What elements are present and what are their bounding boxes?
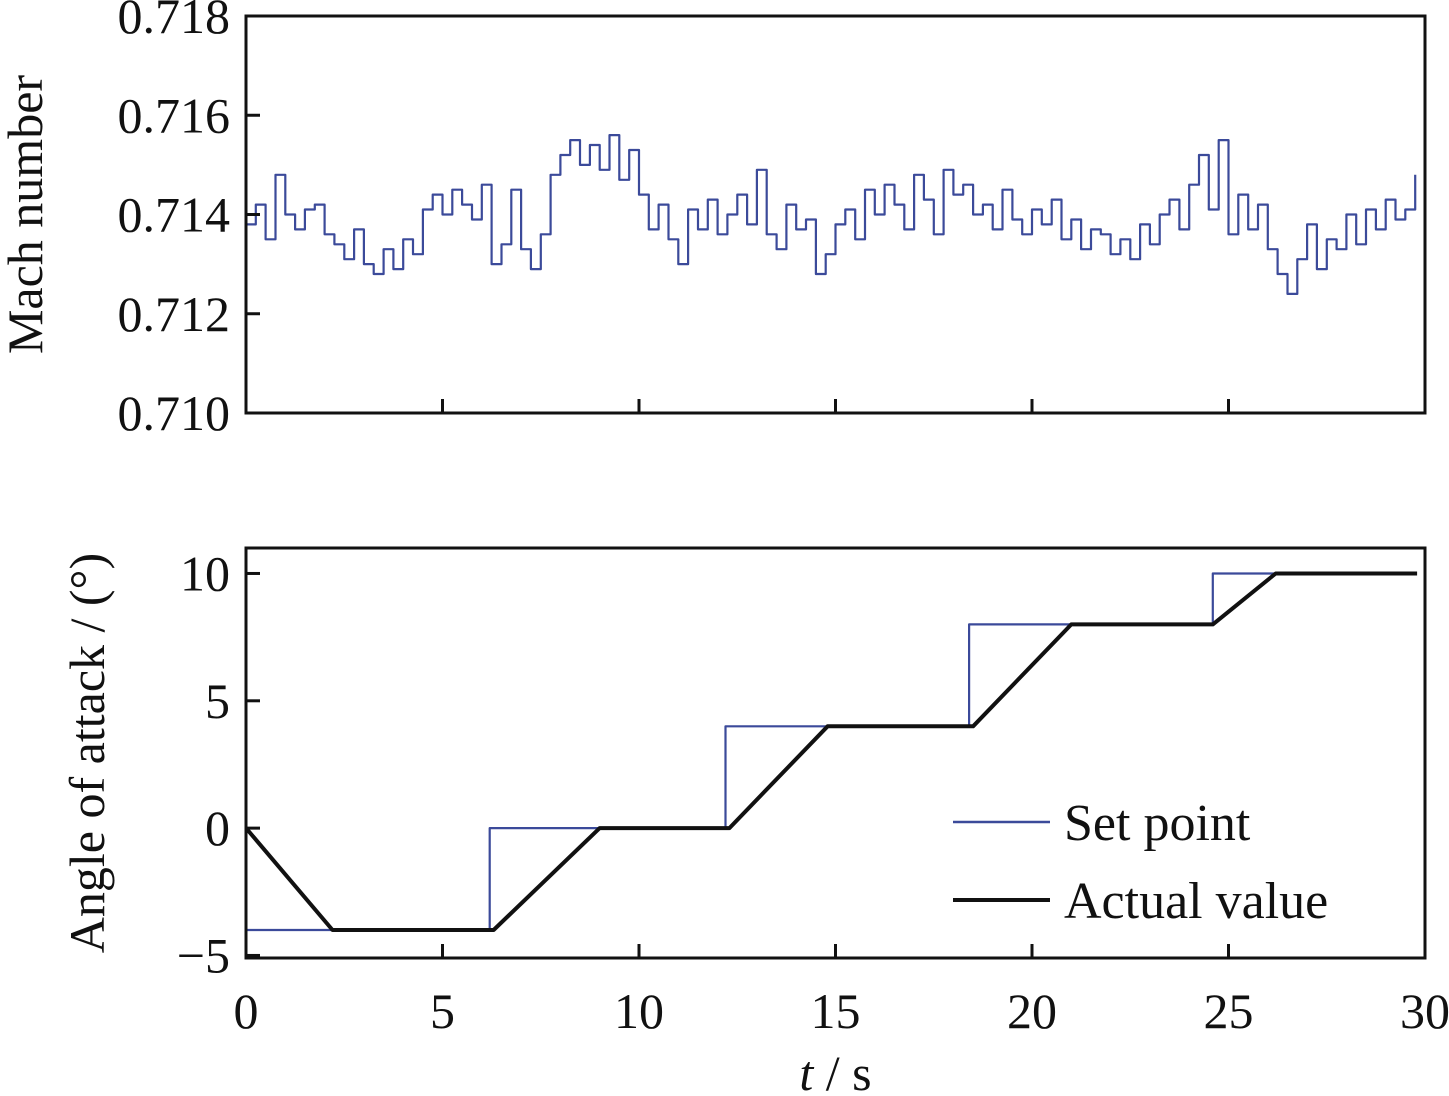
y-tick-label: −5 [177, 927, 230, 983]
y-tick-label: 0.712 [118, 286, 231, 342]
y-tick-label: 0.718 [118, 0, 231, 44]
mach-number-plot: 0.710 0.712 0.714 0.716 0.718 Mach number [0, 0, 1427, 441]
series-line-actual-value [244, 571, 1418, 932]
y-axis-label: Angle of attack / (°) [59, 553, 115, 953]
x-tick-label: 30 [1400, 983, 1449, 1039]
series-line-mach-number [246, 134, 1417, 295]
x-tick-label: 5 [430, 983, 455, 1039]
x-axis-label-variable: t [799, 1045, 814, 1096]
x-tick-label: 10 [614, 983, 664, 1039]
y-tick-label: 10 [180, 545, 230, 601]
x-tick-label: 15 [811, 983, 861, 1039]
y-tick-label: 0.716 [118, 87, 231, 143]
legend-label: Actual value [1064, 873, 1328, 930]
y-tick-label: 0 [205, 800, 230, 856]
legend: Set point Actual value [953, 795, 1328, 930]
y-tick-label: 0.710 [118, 385, 231, 441]
x-tick-label: 25 [1204, 983, 1254, 1039]
x-tick-label: 20 [1007, 983, 1057, 1039]
y-tick-label: 5 [205, 673, 230, 729]
y-axis-label: Mach number [0, 75, 53, 354]
x-axis-label: t / s [799, 1045, 871, 1096]
x-tick-label: 0 [234, 983, 259, 1039]
y-tick-label: 0.714 [118, 187, 231, 243]
legend-label: Set point [1064, 795, 1251, 852]
x-axis-label-unit: / s [813, 1045, 871, 1096]
